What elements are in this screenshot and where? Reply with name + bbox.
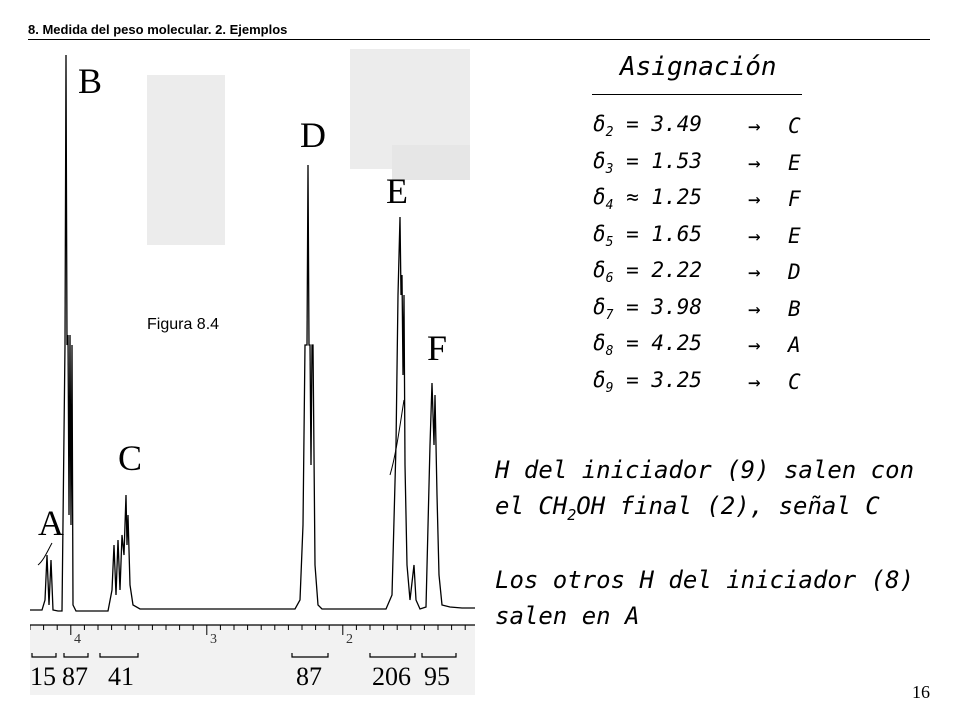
assignment-row: δ2 = 3.49 → C (593, 108, 801, 145)
assignment-row: δ6 = 2.22 → D (593, 254, 801, 291)
assignment-row: δ4 ≈ 1.25 → F (593, 181, 801, 218)
assignment-signal: E (788, 150, 801, 175)
ppm-labels: 4 3 2 (74, 632, 353, 647)
integral-label: 95 (424, 662, 450, 691)
arrow-right-icon: → (748, 333, 761, 358)
integral-label: 41 (108, 662, 134, 691)
arrow-right-icon: → (748, 296, 761, 321)
integration-bracket (99, 653, 139, 658)
integral-label: 87 (62, 662, 88, 691)
peak-label-f: F (427, 328, 447, 368)
assignment-shift: δ2 = 3.49 (593, 112, 702, 141)
assignment-shift: δ3 = 1.53 (593, 148, 702, 177)
assignment-row: δ3 = 1.53 → E (593, 145, 801, 182)
page-number: 16 (912, 682, 930, 702)
integral-label: 87 (296, 662, 322, 691)
ppm-tick-label: 4 (74, 632, 81, 647)
scan-shade-4 (30, 625, 475, 695)
integration-curve-a (37, 542, 53, 566)
assignment-shift: δ4 ≈ 1.25 (593, 185, 702, 214)
assignment-shift: δ5 = 1.65 (593, 221, 702, 250)
ppm-axis-ticks (30, 625, 466, 635)
figure-caption: Figura 8.4 (147, 316, 220, 333)
integration-brackets (31, 653, 457, 658)
note-1-line-1: H del iniciador (9) salen con (495, 456, 915, 484)
assignment-shift: δ7 = 3.98 (593, 294, 702, 323)
integration-curve-e (389, 399, 405, 476)
arrow-right-icon: → (748, 114, 761, 139)
slide-header: 8. Medida del peso molecular. 2. Ejemplo… (28, 22, 288, 37)
assignment-row: δ5 = 1.65 → E (593, 218, 801, 255)
note-1-line-2: el CH2OH final (2), señal C (495, 492, 880, 524)
assignment-signal: F (788, 187, 801, 212)
arrow-right-icon: → (748, 260, 761, 285)
integral-label: 206 (372, 662, 411, 691)
assignment-row: δ8 = 4.25 → A (593, 327, 801, 364)
note-2-line-1: Los otros H del iniciador (8) (495, 566, 915, 594)
scan-shade-1 (147, 75, 225, 245)
assignment-signal: D (788, 260, 801, 285)
integration-bracket (31, 653, 57, 658)
header-divider (28, 39, 930, 40)
spectrum-trace (30, 54, 475, 612)
ppm-tick-label: 3 (210, 632, 217, 647)
assignment-signal: B (788, 296, 801, 321)
note-2-line-2: salen en A (495, 602, 640, 630)
note-initiator-9: H del iniciador (9) salen con el CH2OH f… (495, 452, 914, 533)
note-initiator-8: Los otros H del iniciador (8) salen en A (495, 562, 914, 634)
integration-bracket (421, 653, 457, 658)
ppm-tick-label: 2 (346, 632, 353, 647)
peak-label-e: E (386, 171, 408, 211)
arrow-right-icon: → (748, 223, 761, 248)
peak-labels: A B C D E F (38, 61, 447, 543)
integration-bracket (291, 653, 329, 658)
assignment-title: Asignación (620, 52, 777, 82)
arrow-right-icon: → (748, 187, 761, 212)
peak-label-b: B (78, 61, 102, 101)
arrow-right-icon: → (748, 150, 761, 175)
assignment-signal: C (788, 114, 801, 139)
assignment-signal: C (788, 369, 801, 394)
integral-labels: 15 87 41 87 206 95 (30, 662, 450, 691)
peak-label-a: A (38, 503, 64, 543)
peak-label-c: C (118, 438, 142, 478)
assignment-shift: δ8 = 4.25 (593, 331, 702, 360)
assignment-title-rule (592, 94, 802, 95)
assignment-row: δ9 = 3.25 → C (593, 364, 801, 401)
scan-shade-3 (392, 145, 470, 180)
assignment-signal: A (788, 333, 801, 358)
peak-label-d: D (300, 115, 326, 155)
integral-label: 15 (30, 662, 56, 691)
assignment-row: δ7 = 3.98 → B (593, 291, 801, 328)
assignment-shift: δ6 = 2.22 (593, 258, 702, 287)
integration-bracket (369, 653, 416, 658)
assignment-signal: E (788, 223, 801, 248)
assignment-shift: δ9 = 3.25 (593, 367, 702, 396)
arrow-right-icon: → (748, 369, 761, 394)
integration-bracket (63, 653, 89, 658)
